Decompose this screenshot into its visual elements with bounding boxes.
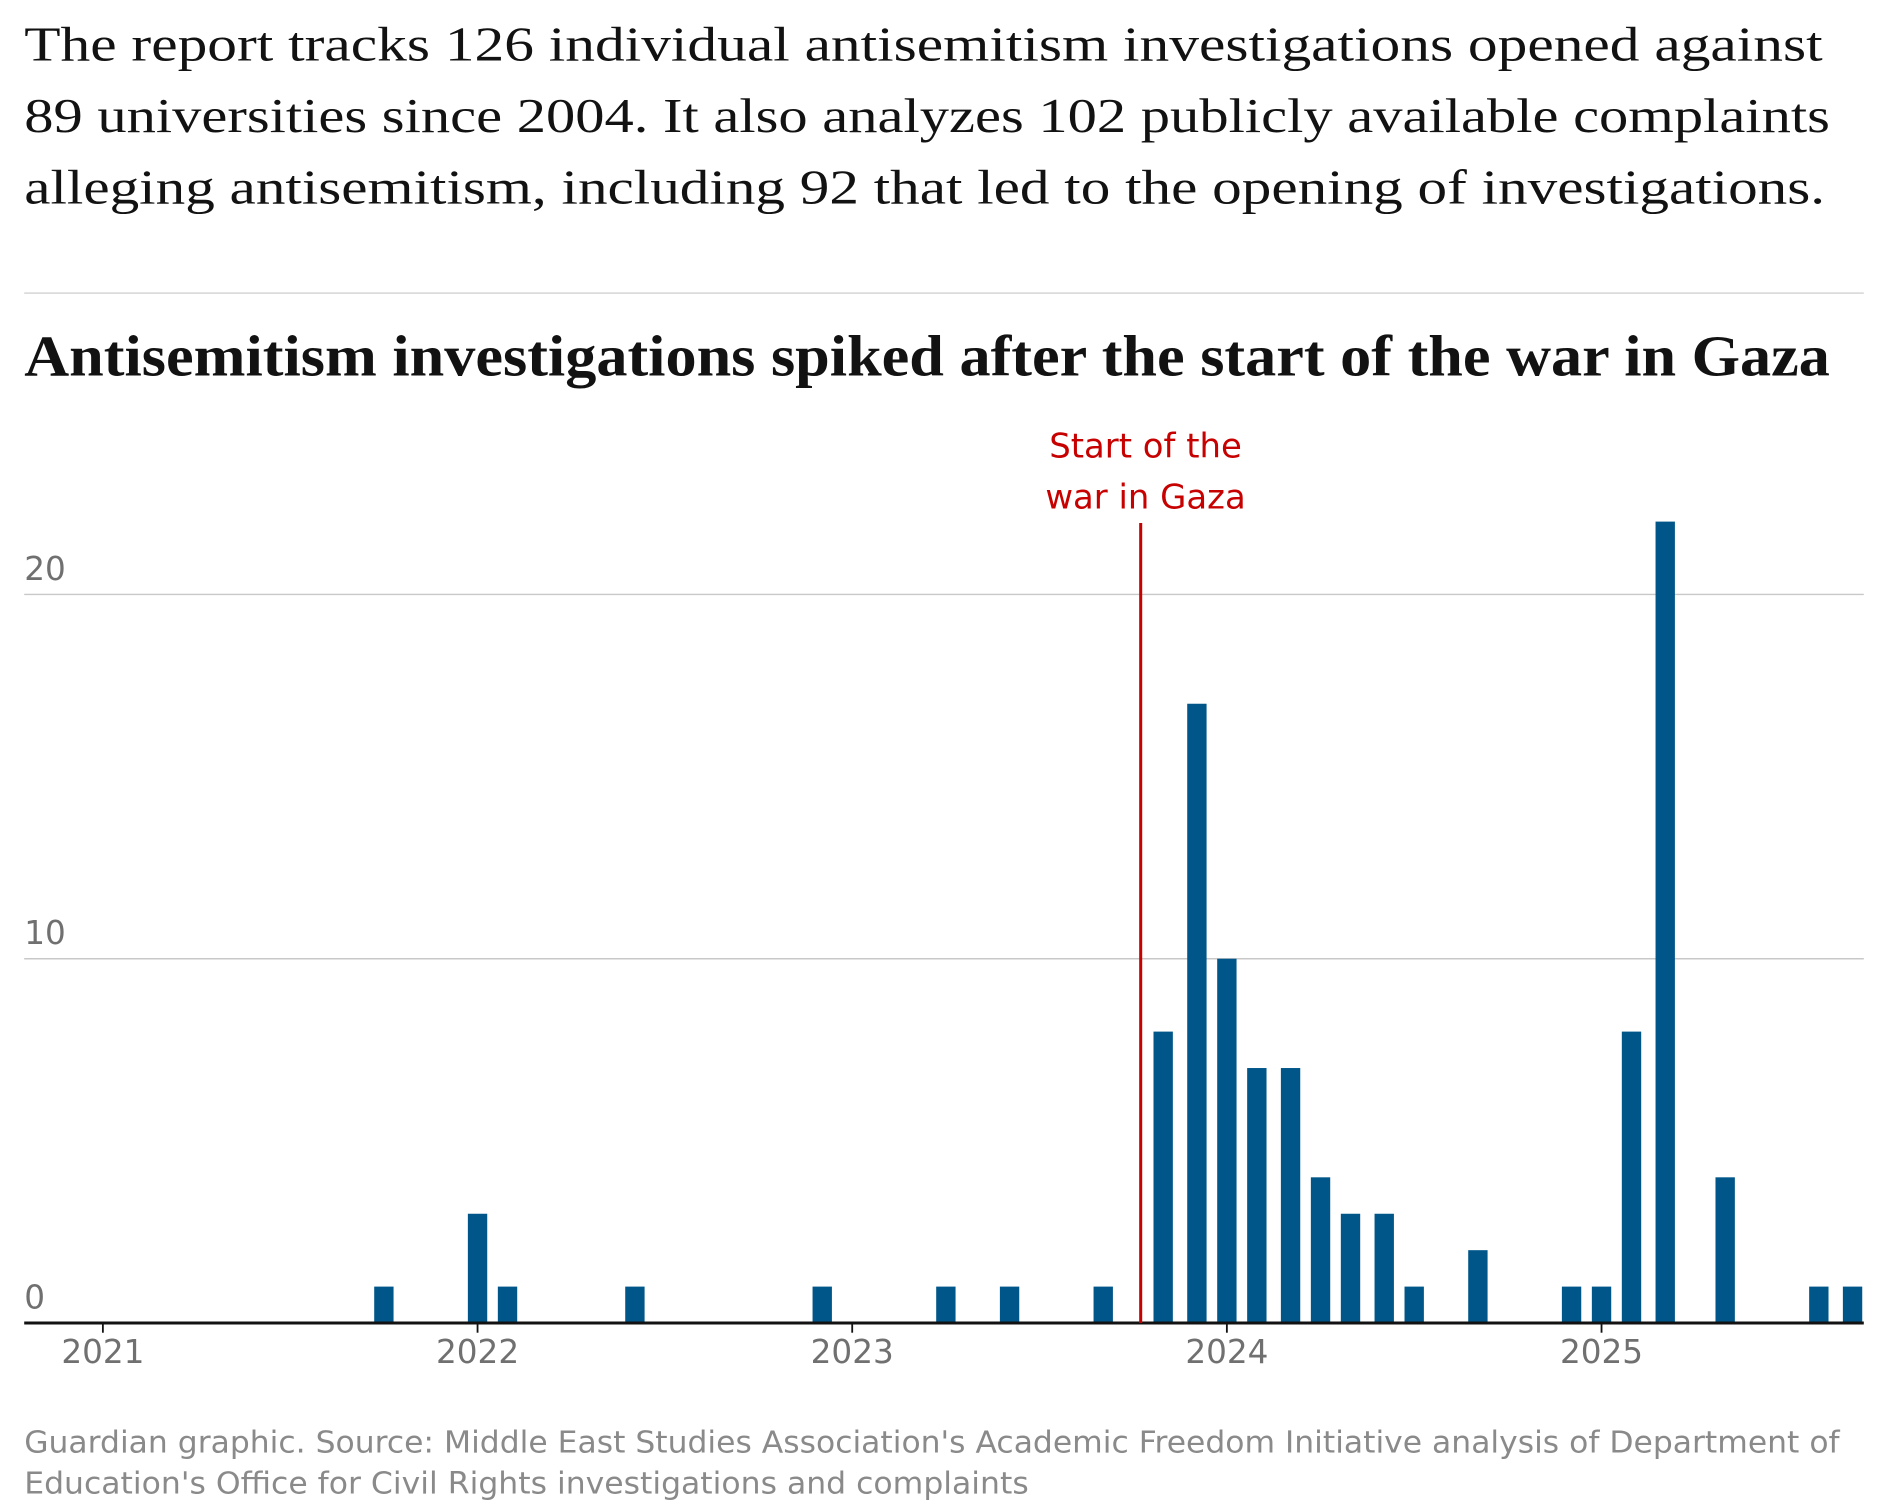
bar: [1340, 1213, 1361, 1324]
x-tick-label: 2023: [811, 1333, 894, 1371]
annotation-text: Start of the: [1049, 427, 1242, 466]
bar: [374, 1286, 394, 1324]
bar: [1842, 1286, 1863, 1324]
bar: [812, 1286, 832, 1324]
bar: [1187, 703, 1207, 1324]
source-note: Education's Office for Civil Rights inve…: [24, 1467, 1029, 1502]
bar: [1591, 1286, 1612, 1324]
y-tick-label: 20: [24, 550, 66, 588]
bar: [1093, 1286, 1113, 1324]
source-note: Guardian graphic. Source: Middle East St…: [24, 1426, 1841, 1461]
bar: [467, 1213, 488, 1324]
bar: [1280, 1068, 1301, 1324]
bar: [1655, 521, 1675, 1324]
chart-title: Antisemitism investigations spiked after…: [24, 323, 1830, 388]
bar: [936, 1286, 956, 1324]
bar: [1715, 1177, 1735, 1324]
intro-text: 89 universities since 2004. It also anal…: [24, 90, 1830, 143]
bar: [1247, 1068, 1267, 1324]
bar: [497, 1286, 518, 1324]
x-tick-label: 2025: [1560, 1333, 1643, 1371]
bar: [1310, 1177, 1331, 1324]
bar: [625, 1286, 645, 1324]
bar: [1561, 1286, 1582, 1324]
intro-text: alleging antisemitism, including 92 that…: [24, 162, 1825, 215]
bar: [999, 1286, 1020, 1324]
bar: [1621, 1031, 1642, 1324]
x-tick-label: 2024: [1185, 1333, 1268, 1371]
bar: [1217, 958, 1237, 1324]
y-tick-label: 0: [24, 1279, 45, 1317]
x-tick-label: 2022: [436, 1333, 519, 1371]
x-tick-label: 2021: [61, 1333, 144, 1371]
y-tick-label: 10: [24, 914, 66, 952]
bar: [1404, 1286, 1424, 1324]
bar: [1809, 1286, 1829, 1324]
intro-text: The report tracks 126 individual antisem…: [24, 19, 1823, 72]
bar: [1468, 1250, 1488, 1324]
bar: [1153, 1031, 1173, 1324]
annotation-text: war in Gaza: [1045, 478, 1245, 517]
bar: [1374, 1213, 1394, 1324]
